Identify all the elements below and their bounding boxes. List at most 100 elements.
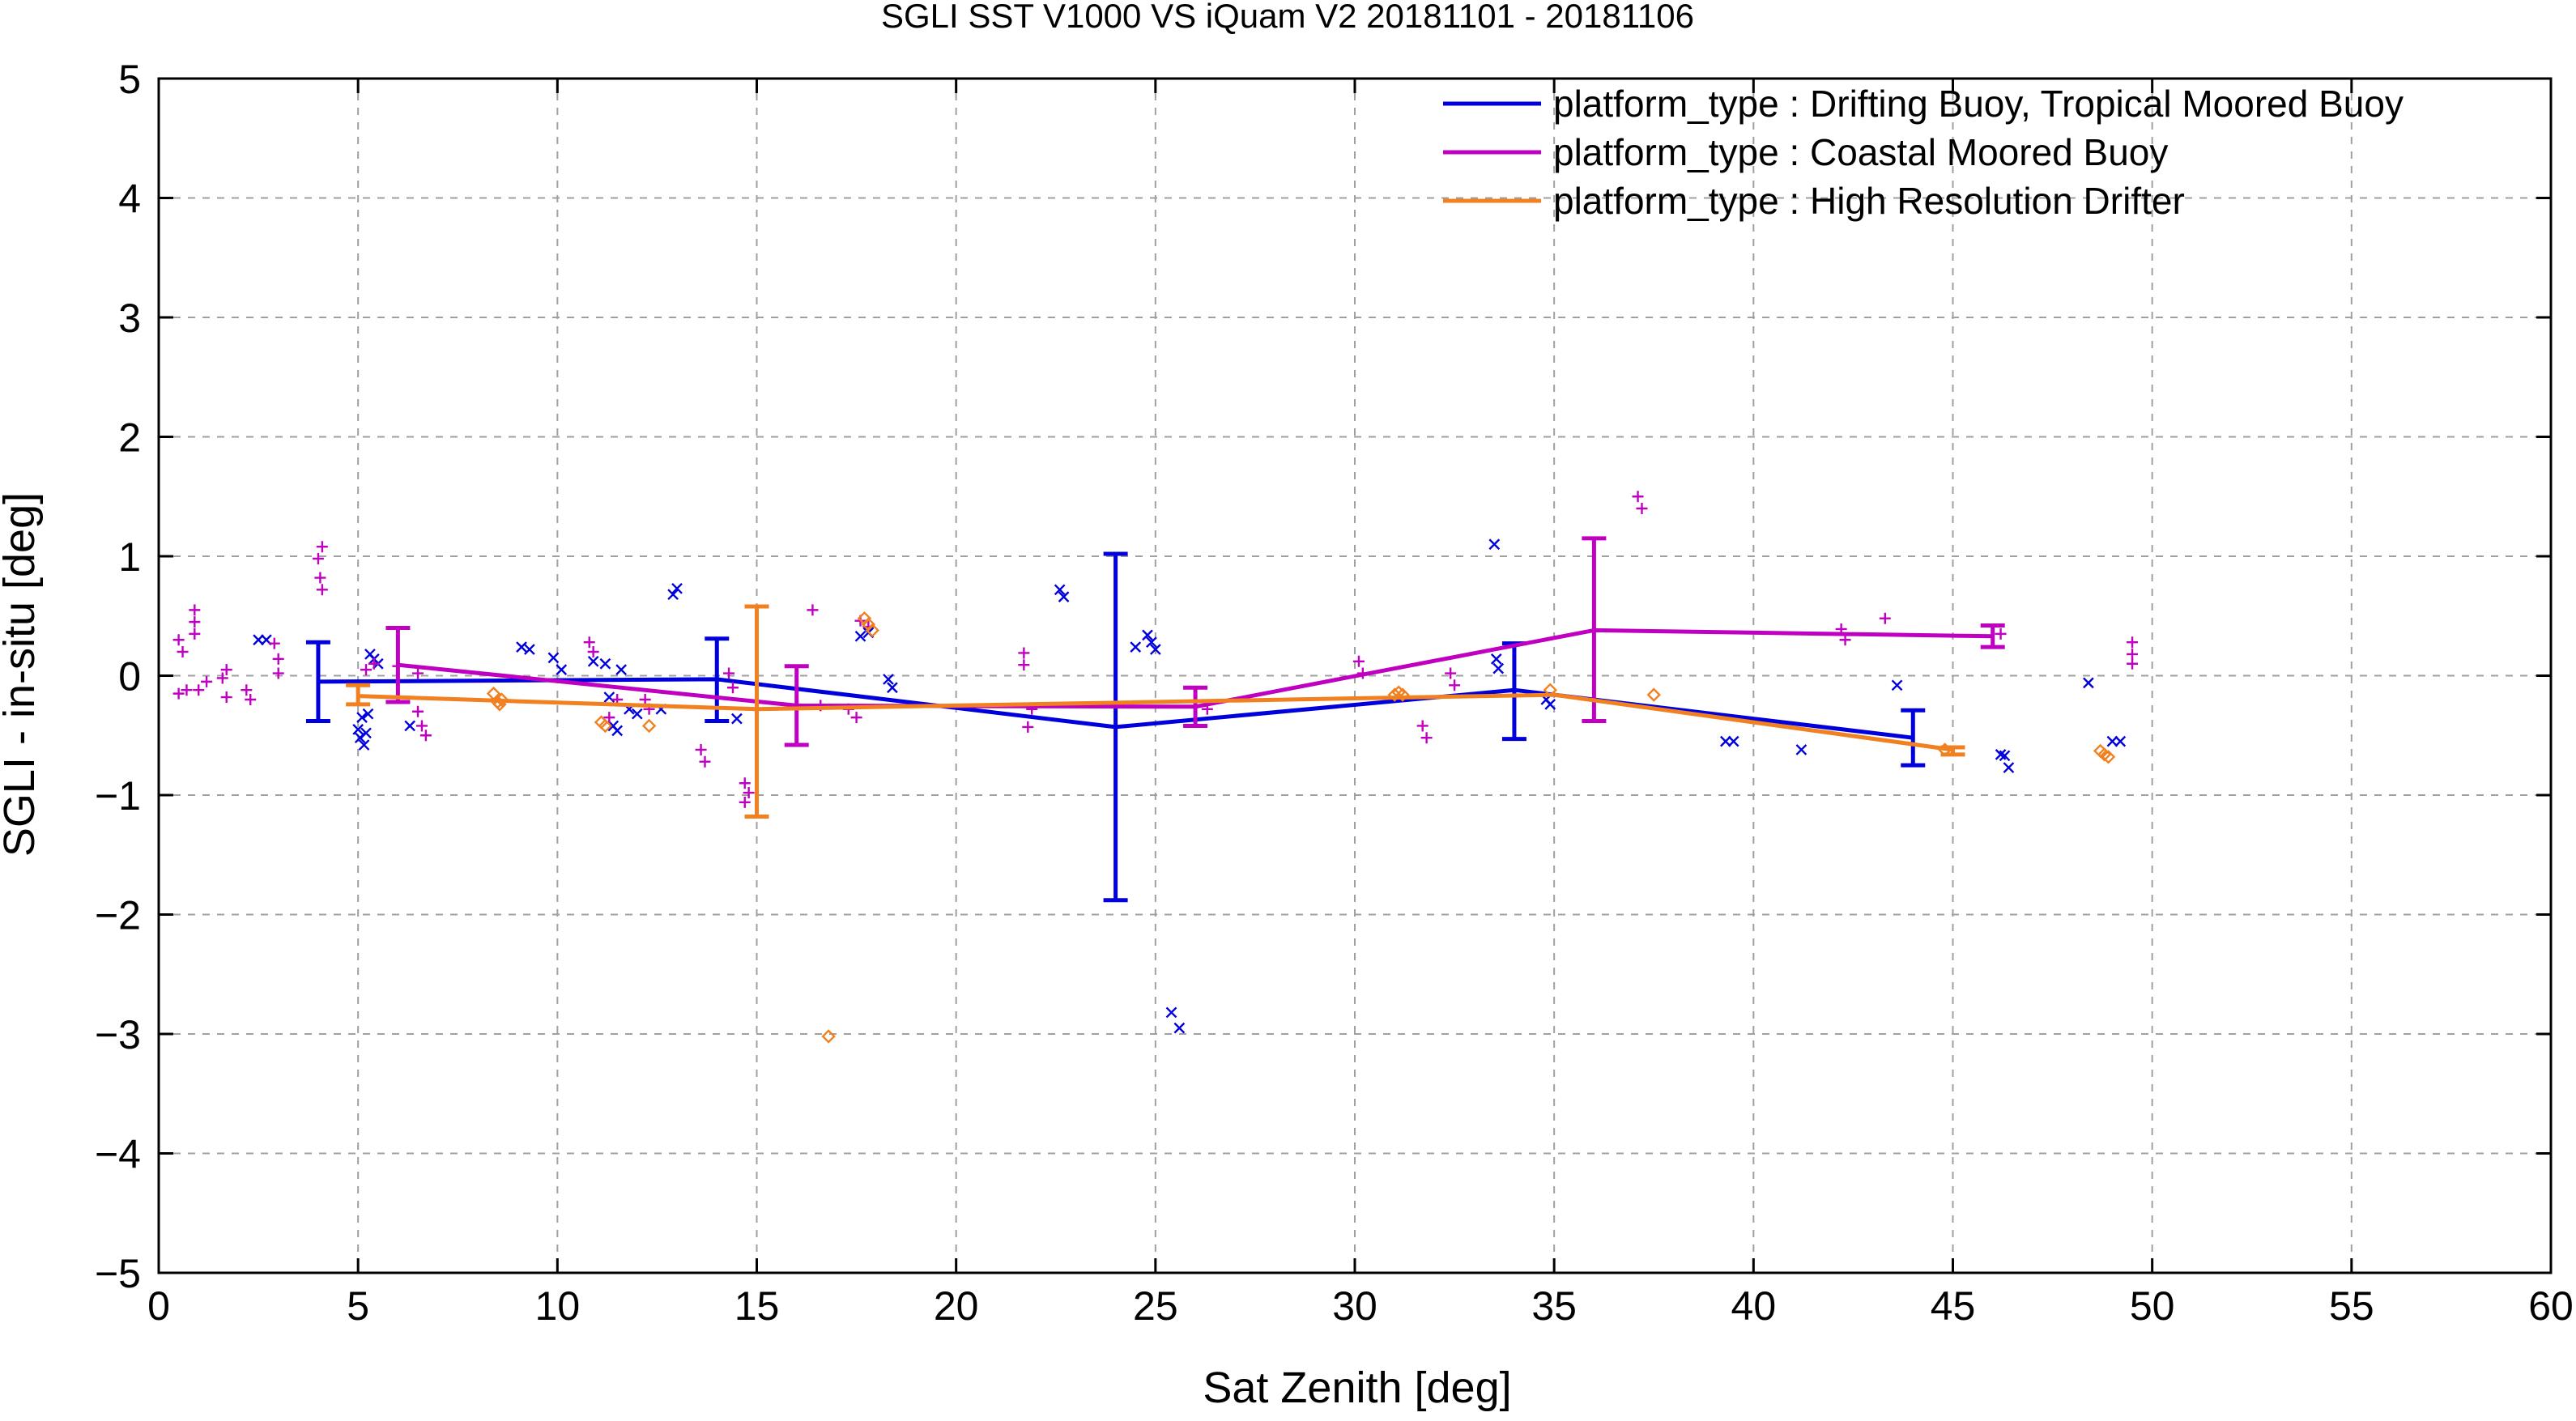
data-point-coastal-moored-buoy [583, 636, 595, 649]
x-tick-label: 0 [147, 1283, 170, 1329]
data-point-coastal-moored-buoy [220, 664, 232, 676]
error-bar-drifting-buoy [1103, 551, 1128, 903]
data-point-high-resolution-drifter [2101, 750, 2116, 764]
y-tick-label: 2 [118, 415, 141, 461]
data-point-high-resolution-drifter [821, 1029, 836, 1044]
data-point-coastal-moored-buoy [743, 787, 755, 799]
y-tick-label: 0 [118, 654, 141, 700]
data-point-drifting-buoy [1146, 636, 1157, 649]
data-point-coastal-moored-buoy [1445, 667, 1457, 679]
data-point-coastal-moored-buoy [1420, 732, 1433, 744]
data-point-coastal-moored-buoy [587, 646, 599, 657]
error-bar-high-resolution-drifter [1940, 745, 1965, 757]
data-point-drifting-buoy [1149, 644, 1161, 655]
data-point-coastal-moored-buoy [216, 672, 228, 684]
data-point-coastal-moored-buoy [272, 667, 284, 679]
data-point-coastal-moored-buoy [1018, 647, 1030, 659]
x-tick-label: 25 [1133, 1283, 1178, 1329]
data-point-coastal-moored-buoy [419, 730, 432, 742]
data-point-high-resolution-drifter [861, 617, 876, 632]
data-point-drifting-buoy [556, 664, 568, 675]
data-point-coastal-moored-buoy [723, 667, 735, 679]
data-point-coastal-moored-buoy [316, 584, 328, 596]
data-point-drifting-buoy [667, 589, 679, 601]
data-point-coastal-moored-buoy [241, 684, 253, 696]
data-point-coastal-moored-buoy [850, 712, 862, 724]
x-tick-label: 40 [1731, 1283, 1777, 1329]
data-point-drifting-buoy [547, 652, 560, 664]
data-point-drifting-buoy [1492, 662, 1505, 674]
data-point-coastal-moored-buoy [603, 712, 615, 724]
data-point-drifting-buoy [1488, 538, 1501, 551]
data-point-coastal-moored-buoy [1416, 720, 1429, 732]
data-point-coastal-moored-buoy [415, 720, 428, 732]
data-point-high-resolution-drifter [598, 718, 613, 734]
data-point-drifting-buoy [404, 720, 416, 732]
data-point-coastal-moored-buoy [739, 796, 751, 808]
data-point-drifting-buoy [2114, 735, 2127, 747]
data-point-coastal-moored-buoy [181, 684, 193, 696]
x-tick-label: 55 [2329, 1283, 2374, 1329]
data-point-drifting-buoy [1130, 641, 1142, 653]
x-tick-label: 20 [934, 1283, 979, 1329]
y-tick-label: 5 [118, 57, 141, 102]
data-point-coastal-moored-buoy [1632, 491, 1644, 503]
data-point-coastal-moored-buoy [739, 777, 751, 789]
x-axis-title: Sat Zenith [deg] [1203, 1364, 1511, 1412]
legend-label-coastal-moored-buoy: platform_type : Coastal Moored Buoy [1553, 131, 2168, 173]
series-high-resolution-drifter [346, 604, 2116, 1044]
data-point-coastal-moored-buoy [412, 705, 424, 717]
data-point-coastal-moored-buoy [245, 694, 257, 705]
data-point-drifting-buoy [1054, 584, 1066, 596]
data-point-drifting-buoy [887, 682, 898, 694]
error-bar-coastal-moored-buoy [784, 664, 809, 747]
legend-entry-high-resolution-drifter: platform_type : High Resolution Drifter [1443, 180, 2185, 222]
data-point-coastal-moored-buoy [360, 664, 373, 676]
data-point-drifting-buoy [358, 739, 370, 751]
data-point-coastal-moored-buoy [272, 653, 284, 665]
error-bar-coastal-moored-buoy [1980, 623, 2005, 649]
data-point-drifting-buoy [356, 712, 368, 723]
data-point-coastal-moored-buoy [1449, 679, 1461, 691]
data-point-drifting-buoy [587, 655, 599, 667]
error-bar-coastal-moored-buoy [1582, 536, 1607, 724]
data-point-high-resolution-drifter [1646, 687, 1661, 702]
series-line-high-resolution-drifter [358, 692, 1953, 752]
data-point-coastal-moored-buoy [189, 616, 201, 628]
data-point-drifting-buoy [631, 708, 643, 720]
data-point-coastal-moored-buoy [1636, 503, 1648, 514]
data-point-drifting-buoy [1999, 750, 2011, 762]
data-point-coastal-moored-buoy [172, 687, 185, 700]
x-tick-label: 10 [535, 1283, 581, 1329]
data-point-coastal-moored-buoy [695, 743, 707, 755]
y-tick-label: 3 [118, 296, 141, 341]
data-point-drifting-buoy [524, 644, 535, 655]
data-point-coastal-moored-buoy [807, 604, 819, 616]
x-tick-label: 30 [1332, 1283, 1377, 1329]
x-tick-label: 5 [347, 1283, 369, 1329]
data-point-drifting-buoy [615, 664, 627, 675]
data-point-drifting-buoy [516, 641, 527, 653]
data-point-drifting-buoy [360, 727, 372, 739]
y-tick-label: −2 [95, 893, 141, 938]
data-point-coastal-moored-buoy [1839, 634, 1851, 646]
data-point-high-resolution-drifter [857, 611, 872, 626]
x-tick-label: 45 [1931, 1283, 1976, 1329]
data-point-drifting-buoy [1544, 699, 1556, 710]
data-point-drifting-buoy [2106, 735, 2118, 747]
data-point-drifting-buoy [854, 630, 866, 642]
series-coastal-moored-buoy [172, 491, 2139, 808]
data-point-coastal-moored-buoy [220, 691, 232, 704]
data-point-coastal-moored-buoy [177, 646, 189, 657]
data-point-drifting-buoy [1165, 1006, 1177, 1019]
data-point-drifting-buoy [1058, 591, 1070, 602]
plot-series [172, 491, 2139, 1044]
data-point-drifting-buoy [883, 674, 894, 685]
data-point-coastal-moored-buoy [1352, 655, 1365, 667]
data-point-coastal-moored-buoy [172, 634, 185, 646]
data-point-drifting-buoy [253, 634, 264, 646]
data-point-high-resolution-drifter [641, 718, 657, 734]
data-point-coastal-moored-buoy [193, 684, 205, 696]
